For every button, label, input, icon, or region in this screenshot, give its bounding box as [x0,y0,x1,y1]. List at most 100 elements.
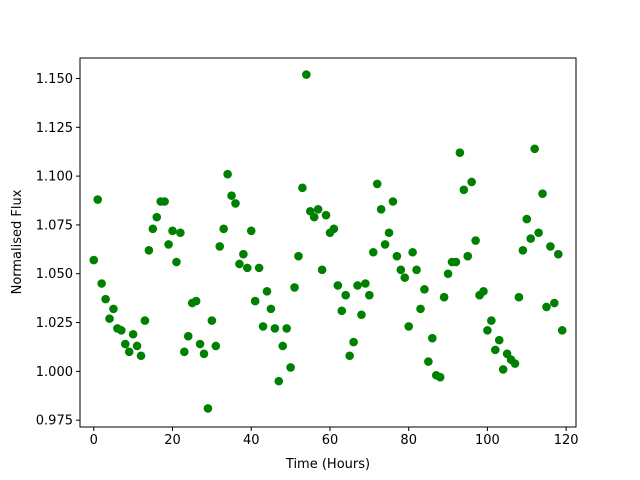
data-point [93,195,103,204]
data-point [239,249,248,259]
data-point [459,185,469,195]
data-point [479,287,488,296]
data-point [349,337,358,347]
data-point [345,351,354,361]
data-point [400,273,410,282]
data-point [416,304,425,314]
data-point [235,259,244,269]
data-point [428,333,437,343]
y-tick-label: 1.150 [36,72,73,87]
data-point [278,341,288,351]
data-point [258,322,268,331]
data-point [317,265,327,275]
data-point [514,292,524,302]
data-point [546,242,555,251]
data-point [207,316,217,325]
data-point [160,197,169,206]
data-point [372,179,382,189]
y-tick-label: 1.125 [36,121,73,136]
data-point [396,265,406,275]
data-point [365,290,374,300]
data-point [518,246,528,255]
data-point [412,265,421,275]
x-axis-label: Time (Hours) [285,457,370,472]
data-point [553,249,563,259]
data-point [219,224,228,234]
data-point [388,197,398,206]
data-point [557,326,567,335]
data-point [302,70,311,79]
data-point [550,298,559,308]
data-point [128,329,138,339]
data-point [337,306,347,316]
data-point [246,226,256,236]
data-point [333,281,343,290]
data-point [494,335,504,345]
y-tick-label: 0.975 [36,414,73,429]
data-point [183,331,193,341]
data-point [211,341,221,351]
x-tick-label: 60 [322,433,339,448]
data-point [467,177,476,187]
data-point [136,351,146,361]
data-point [455,148,465,157]
data-point [215,242,225,251]
data-point [274,376,284,386]
x-axis-ticks: 0 20 40 60 80 100 120 [90,427,579,448]
data-point [487,316,496,325]
data-point [270,324,280,333]
x-tick-label: 120 [554,433,579,448]
data-point [203,404,213,413]
data-point [199,349,209,359]
data-point [294,251,303,261]
data-point [89,255,99,265]
data-point [439,292,449,302]
data-point [120,339,130,349]
data-point [353,281,362,290]
data-point [164,240,173,249]
data-point [483,326,492,335]
data-point [408,247,417,257]
data-point [176,228,185,238]
data-point [522,214,532,224]
data-point [243,263,252,273]
data-point [266,304,276,314]
plot-frame [79,57,577,428]
data-point [538,189,547,198]
data-point [180,347,189,357]
data-point [140,316,150,325]
data-point [124,347,134,357]
data-point [368,247,378,257]
data-point [97,279,106,288]
data-point [117,326,126,335]
data-point [109,304,118,314]
data-point [254,263,264,273]
data-point [404,322,414,331]
data-point [262,287,272,296]
data-point [435,372,445,382]
data-point [321,210,331,220]
data-point [309,212,319,222]
data-point [329,224,339,234]
x-tick-label: 0 [90,433,98,448]
data-point [298,183,307,193]
data-point [420,285,429,294]
data-point [341,290,351,300]
data-point [191,296,201,306]
data-point [491,345,500,355]
data-point [144,246,154,255]
y-tick-label: 1.050 [36,267,73,282]
data-point [195,339,205,349]
data-points [89,70,567,413]
x-tick-label: 40 [243,433,260,448]
y-tick-label: 1.000 [36,365,73,380]
data-point [443,269,453,279]
y-tick-label: 1.100 [36,170,73,185]
data-point [392,251,402,261]
data-point [451,257,461,267]
data-point [223,169,232,179]
x-tick-label: 100 [475,433,500,448]
data-point [227,191,236,200]
data-point [231,199,240,208]
